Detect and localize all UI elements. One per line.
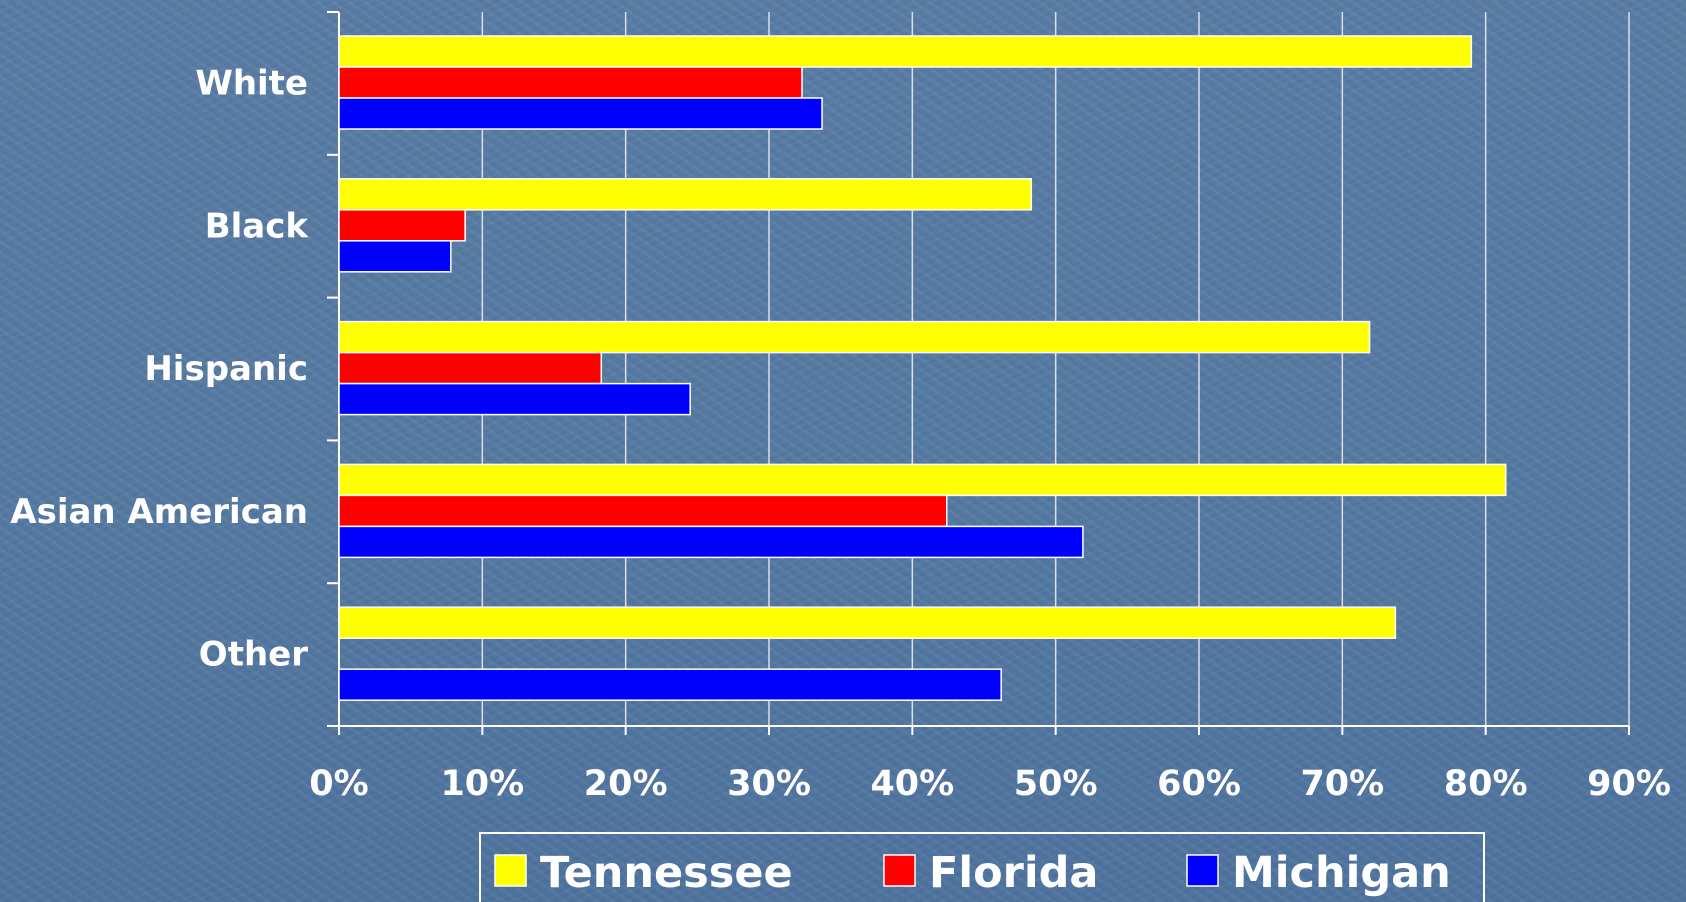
legend-box [479, 832, 1485, 902]
legend: Tennessee Florida Michigan [479, 832, 1485, 902]
bar-michigan-hispanic [338, 382, 691, 416]
legend-swatch-tennessee [494, 854, 527, 887]
bars [338, 35, 1507, 701]
bar-michigan-white [338, 97, 823, 130]
gridlines [481, 12, 1630, 726]
category-labels: White Black Hispanic Asian American Other [10, 64, 309, 675]
category-label: Hispanic [144, 349, 308, 389]
x-tick-label: 10% [440, 764, 524, 804]
bar-tennessee-white [338, 35, 1473, 68]
legend-label-tennessee: Tennessee [540, 848, 793, 898]
x-tick-label: 70% [1300, 764, 1384, 804]
category-label: White [195, 64, 308, 104]
x-tick-label: 0% [309, 764, 368, 804]
bar-florida-white [338, 66, 803, 99]
legend-swatch-michigan [1186, 854, 1219, 887]
bar-florida-asian-american [338, 494, 948, 528]
bar-florida-hispanic [338, 351, 603, 385]
category-label: Other [199, 635, 308, 675]
x-tick-label: 80% [1444, 764, 1528, 804]
category-label: Black [205, 206, 310, 246]
bar-florida-black [338, 209, 466, 242]
x-tick-labels: 0% 10% 20% 30% 40% 50% 60% 70% 80% 90% [309, 764, 1671, 804]
category-label: Asian American [10, 492, 308, 532]
bar-tennessee-other [338, 606, 1397, 639]
bar-tennessee-asian-american [338, 463, 1507, 497]
x-tick-label: 90% [1587, 764, 1671, 804]
bar-michigan-asian-american [338, 525, 1084, 559]
legend-label-michigan: Michigan [1232, 848, 1451, 898]
legend-label-florida: Florida [929, 848, 1098, 898]
x-tick-label: 30% [727, 764, 811, 804]
bar-tennessee-black [338, 178, 1033, 211]
bar-michigan-black [338, 240, 452, 273]
x-tick-label: 20% [584, 764, 668, 804]
x-tick-label: 60% [1157, 764, 1241, 804]
legend-swatch-florida [883, 854, 916, 887]
bar-tennessee-hispanic [338, 320, 1371, 354]
x-tick-label: 40% [870, 764, 954, 804]
bar-michigan-other [338, 668, 1002, 701]
x-tick-label: 50% [1014, 764, 1098, 804]
